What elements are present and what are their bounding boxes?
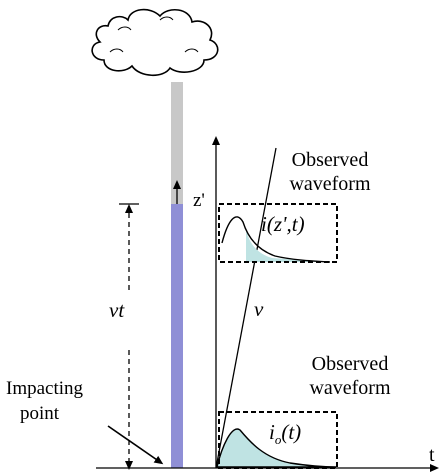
z-prime-label: z' [193, 190, 205, 211]
upper-waveform [218, 203, 338, 263]
vt-label: vt [109, 298, 125, 322]
upper-waveform-window [218, 203, 338, 263]
velocity-line [215, 147, 277, 469]
impacting-line1: Impacting [6, 378, 84, 399]
v-label: v [254, 297, 264, 321]
channel-base-current-main: i [269, 420, 275, 444]
cloud-icon [91, 8, 219, 77]
impacting-point-label: Impacting point [6, 376, 83, 426]
impacting-point-arrow [107, 425, 164, 465]
lower-waveform-window [218, 411, 338, 469]
observed-waveform-bottom-label: Observed waveform [290, 352, 410, 400]
t-axis-label: t [429, 444, 435, 466]
channel-lit-segment [171, 204, 183, 468]
current-at-height-label: i(z',t) [261, 212, 305, 236]
observed-bottom-line2: waveform [309, 377, 391, 399]
channel-base-current-sub: o [274, 432, 282, 448]
channel-base-current-arg: (t) [281, 420, 302, 444]
observed-bottom-line1: Observed [311, 353, 389, 375]
observed-top-line2: waveform [289, 173, 371, 195]
impacting-line2: point [20, 403, 60, 424]
observed-top-line1: Observed [291, 149, 369, 171]
channel-unlit-segment [171, 82, 183, 204]
observed-waveform-top-label: Observed waveform [270, 148, 390, 196]
lower-waveform [216, 411, 338, 469]
channel-base-current-label: io(t) [269, 420, 302, 448]
